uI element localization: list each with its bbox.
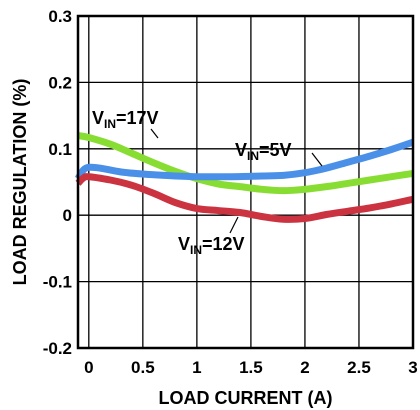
- series-label-v: V: [178, 234, 190, 254]
- series-label-v: V: [92, 108, 104, 128]
- series-label-value: =17V: [116, 108, 159, 128]
- series-label-value: =12V: [202, 234, 245, 254]
- series-label-leader: [150, 128, 159, 139]
- x-tick-label: 1: [192, 358, 201, 377]
- series-label-vin-17v: VIN=17V: [92, 108, 159, 131]
- series-label-subscript: IN: [247, 149, 259, 163]
- series-lines: [74, 132, 415, 223]
- series-label-vin-5v: VIN=5V: [235, 140, 292, 163]
- plot-frame: [76, 14, 415, 350]
- series-label-leader: [311, 152, 323, 167]
- series-label-leader: [229, 216, 239, 234]
- x-tick-label: 2.5: [347, 358, 371, 377]
- tick-labels: 0 0.5 1 1.5 2 2.5 3 -0.2 -0.1 0 0.1 0.2 0.3: [43, 7, 418, 377]
- series-line: [74, 138, 415, 181]
- series-label-vin-12v: VIN=12V: [178, 234, 245, 257]
- y-tick-label: 0.2: [48, 73, 72, 92]
- x-tick-label: 0: [84, 358, 93, 377]
- series-line: [77, 132, 414, 195]
- series-label-v: V: [235, 140, 247, 160]
- y-tick-label: 0: [63, 206, 72, 225]
- series-line: [75, 173, 414, 223]
- x-tick-label: 2: [300, 358, 309, 377]
- x-tick-label: 0.5: [131, 358, 155, 377]
- series-label-subscript: IN: [190, 243, 202, 257]
- x-axis-title: LOAD CURRENT (A): [159, 388, 333, 408]
- y-tick-label: 0.1: [48, 140, 72, 159]
- series-label-subscript: IN: [104, 117, 116, 131]
- y-tick-label: -0.2: [43, 339, 72, 358]
- series-label-value: =5V: [259, 140, 292, 160]
- y-tick-label: -0.1: [43, 273, 72, 292]
- series-labels: VIN=17V VIN=5V VIN=12V: [92, 108, 323, 257]
- y-tick-label: 0.3: [48, 7, 72, 26]
- x-tick-label: 3: [408, 358, 417, 377]
- x-tick-label: 1.5: [239, 358, 263, 377]
- y-axis-title: LOAD REGULATION (%): [10, 79, 30, 286]
